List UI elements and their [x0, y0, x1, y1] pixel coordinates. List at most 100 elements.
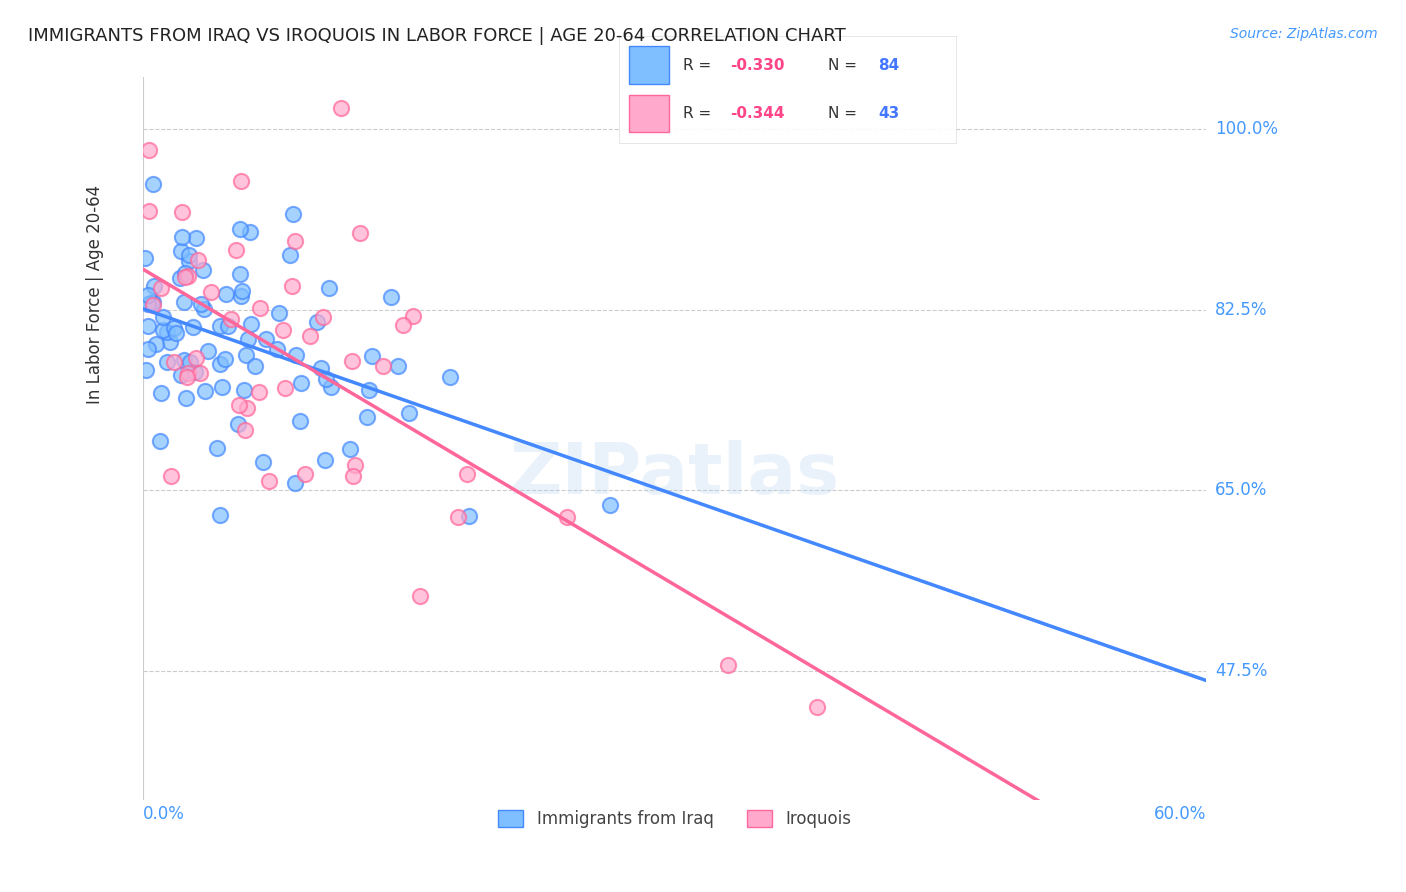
Text: N =: N = [828, 58, 862, 73]
Point [194, 384, 217, 398]
Point [239, 225, 262, 239]
Point [236, 332, 259, 346]
Text: In Labor Force | Age 20-64: In Labor Force | Age 20-64 [87, 185, 104, 403]
Point [284, 475, 307, 490]
Point [141, 295, 163, 310]
Point [169, 244, 191, 258]
Text: ZIPatlas: ZIPatlas [510, 440, 839, 509]
Point [269, 306, 291, 320]
Point [138, 203, 160, 218]
Point [312, 310, 335, 325]
Point [391, 318, 413, 332]
Point [135, 362, 157, 376]
Point [285, 348, 308, 362]
Point [138, 143, 160, 157]
Point [233, 423, 256, 437]
Point [163, 321, 186, 335]
Point [136, 319, 159, 334]
Point [142, 294, 165, 309]
Point [214, 351, 236, 366]
Point [179, 355, 201, 369]
Point [228, 398, 250, 412]
Text: N =: N = [828, 106, 862, 121]
Point [318, 281, 340, 295]
Point [156, 325, 179, 339]
Point [387, 359, 409, 373]
Point [205, 442, 228, 456]
Point [278, 248, 301, 262]
Point [314, 453, 336, 467]
Point [170, 368, 193, 382]
Point [169, 270, 191, 285]
Point [458, 509, 481, 524]
Point [173, 295, 195, 310]
Point [299, 329, 322, 343]
Point [806, 699, 828, 714]
Point [149, 280, 172, 294]
Point [215, 286, 238, 301]
Point [439, 369, 461, 384]
Point [174, 266, 197, 280]
Point [254, 332, 277, 346]
Point [197, 343, 219, 358]
Text: 84: 84 [879, 58, 900, 73]
Point [225, 244, 247, 258]
Point [266, 342, 288, 356]
Point [174, 269, 197, 284]
Legend: Immigrants from Iraq, Iroquois: Immigrants from Iraq, Iroquois [492, 803, 858, 835]
Point [211, 380, 233, 394]
Point [307, 315, 329, 329]
Point [181, 320, 204, 334]
Text: 60.0%: 60.0% [1154, 805, 1206, 822]
Point [208, 508, 231, 522]
Text: R =: R = [683, 106, 716, 121]
Point [243, 359, 266, 374]
Point [398, 407, 420, 421]
Point [219, 312, 242, 326]
Point [138, 343, 160, 357]
Text: -0.344: -0.344 [730, 106, 785, 121]
Point [361, 350, 384, 364]
Point [557, 509, 579, 524]
Point [252, 455, 274, 469]
Point [401, 310, 423, 324]
Point [190, 297, 212, 311]
Point [717, 658, 740, 673]
Point [229, 222, 252, 236]
Text: 100.0%: 100.0% [1215, 120, 1278, 138]
Point [408, 590, 430, 604]
Point [217, 319, 239, 334]
Point [208, 357, 231, 371]
Point [271, 323, 294, 337]
Point [163, 355, 186, 369]
Point [233, 384, 256, 398]
Point [235, 348, 257, 362]
Point [229, 174, 252, 188]
Point [179, 254, 201, 268]
Point [177, 269, 200, 284]
Point [311, 361, 333, 376]
Point [239, 317, 262, 331]
Point [173, 352, 195, 367]
Point [152, 310, 174, 325]
Point [231, 284, 253, 298]
Point [373, 359, 395, 374]
Text: 43: 43 [879, 106, 900, 121]
Point [145, 336, 167, 351]
Point [188, 366, 211, 380]
Text: R =: R = [683, 58, 716, 73]
Point [343, 458, 366, 472]
Point [191, 263, 214, 277]
Point [200, 285, 222, 300]
Point [149, 385, 172, 400]
Point [186, 231, 208, 245]
Point [208, 319, 231, 334]
Point [226, 417, 249, 432]
Point [134, 251, 156, 265]
Point [249, 301, 271, 316]
Point [340, 354, 363, 368]
Text: 65.0%: 65.0% [1215, 481, 1268, 499]
Text: 47.5%: 47.5% [1215, 662, 1268, 680]
Text: -0.330: -0.330 [730, 58, 785, 73]
Point [136, 297, 159, 311]
